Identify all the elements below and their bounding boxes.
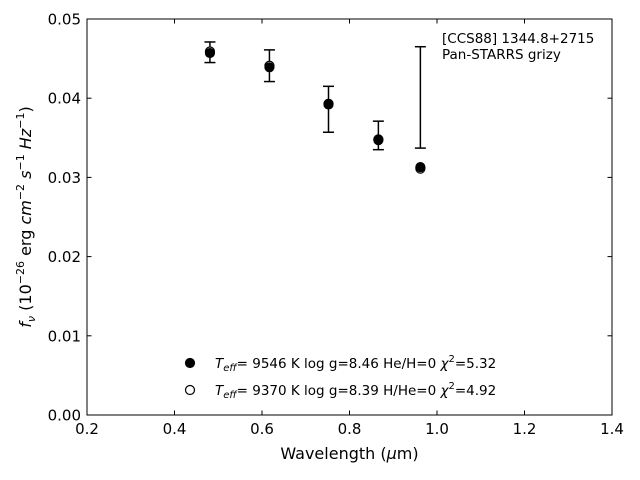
- x-tick-label: 0.2: [75, 420, 99, 438]
- x-tick-label: 1.0: [425, 420, 449, 438]
- y-tick-label: 0.00: [48, 407, 81, 425]
- legend-2-t: T: [215, 383, 225, 399]
- legend-1-val: =5.32: [455, 356, 496, 372]
- x-label-post: m): [397, 444, 419, 463]
- y-label-f: f: [16, 320, 35, 328]
- legend-2-rest: = 9370 K log g=8.39 H/He=0: [237, 383, 441, 399]
- legend-2-val: =4.92: [455, 383, 496, 399]
- annotation-object-name: [CCS88] 1344.8+2715: [442, 31, 594, 47]
- legend-2-chi: χ: [439, 383, 449, 399]
- y-tick-label: 0.04: [48, 90, 81, 108]
- x-tick-label: 0.8: [338, 420, 362, 438]
- x-label-pre: Wavelength (: [280, 444, 386, 463]
- x-tick-label: 1.2: [513, 420, 537, 438]
- y-tick-label: 0.05: [48, 11, 81, 29]
- y-label-s: s: [16, 171, 35, 179]
- annotation: [CCS88] 1344.8+2715 Pan-STARRS grizy: [442, 31, 594, 63]
- y-label-cm: cm: [16, 200, 35, 224]
- y-label-exp4: −1: [14, 113, 27, 129]
- data-points: [204, 46, 426, 174]
- model-point-filled: [415, 162, 426, 173]
- legend-1-rest: = 9546 K log g=8.46 He/H=0: [237, 356, 441, 372]
- x-label-mu: μ: [386, 444, 397, 463]
- model-point-filled: [264, 62, 275, 73]
- y-label-exp1: −26: [14, 261, 27, 284]
- x-tick-label: 0.6: [250, 420, 274, 438]
- y-tick-label: 0.02: [48, 248, 81, 266]
- legend-1-eff: eff: [223, 363, 238, 374]
- annotation-survey-name: Pan-STARRS grizy: [442, 47, 561, 63]
- legend-2-eff: eff: [223, 390, 238, 401]
- y-tick-label: 0.01: [48, 327, 81, 345]
- y-axis-label: fν (10−26 erg cm−2 s−1 Hz−1): [14, 106, 38, 327]
- x-tick-label: 1.4: [600, 420, 624, 438]
- legend-1-sq: 2: [448, 354, 454, 365]
- y-label-pre: (10: [16, 284, 35, 316]
- legend-entry-2: Teff= 9370 K log g=8.39 H/He=0 χ2=4.92: [215, 381, 496, 401]
- plot-frame: [86, 18, 613, 416]
- y-label-exp3: −1: [14, 154, 27, 170]
- y-label-exp2: −2: [14, 184, 27, 200]
- y-tick-label: 0.03: [48, 169, 81, 187]
- legend: Teff= 9546 K log g=8.46 He/H=0 χ2=5.32 T…: [184, 354, 496, 401]
- legend-marker-open: [184, 384, 196, 396]
- error-bars: [204, 41, 426, 151]
- y-label-hz: Hz: [16, 128, 35, 149]
- y-label-nu: ν: [25, 316, 38, 322]
- x-axis-label: Wavelength (μm): [280, 444, 418, 463]
- x-tick-label: 0.4: [163, 420, 187, 438]
- legend-1-chi: χ: [439, 356, 449, 372]
- legend-1-t: T: [215, 356, 225, 372]
- model-point-filled: [204, 47, 216, 59]
- model-point-filled: [323, 98, 334, 109]
- legend-entry-1: Teff= 9546 K log g=8.46 He/H=0 χ2=5.32: [215, 354, 496, 374]
- y-label-mid: erg: [16, 225, 35, 261]
- y-label-post: ): [16, 106, 35, 112]
- model-point-filled: [373, 134, 384, 145]
- tick-labels: 0.2 0.4 0.6 0.8 1.0 1.2 1.4 0.00 0.01 0.02 0.03 0.0…: [48, 11, 624, 439]
- legend-2-sq: 2: [448, 381, 454, 392]
- legend-marker-filled: [184, 357, 196, 369]
